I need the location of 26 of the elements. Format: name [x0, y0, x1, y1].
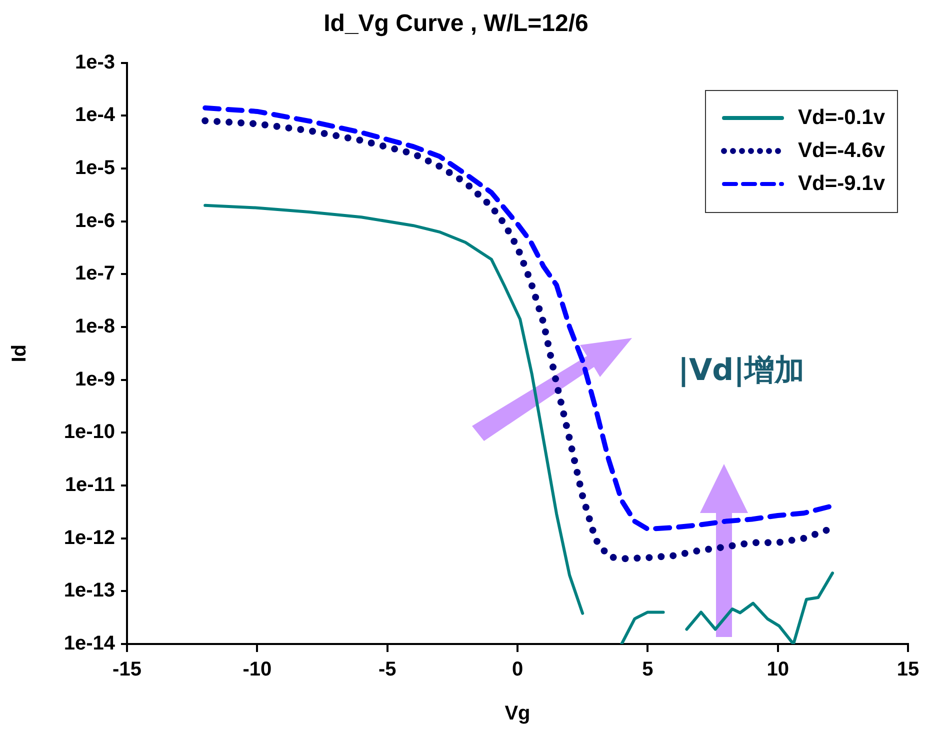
y-tick-label: 1e-6	[74, 210, 115, 232]
legend-label: Vd=-4.6v	[798, 138, 885, 162]
y-tick-label: 1e-3	[74, 51, 115, 74]
y-tick-label: 1e-9	[74, 368, 115, 390]
y-tick-label: 1e-5	[74, 156, 115, 179]
y-tick-label: 1e-8	[74, 315, 115, 338]
x-tick-label: -10	[242, 658, 272, 681]
y-tick-label: 1e-4	[74, 104, 116, 126]
legend-label: Vd=-9.1v	[798, 172, 885, 196]
x-tick-label: 5	[642, 658, 654, 681]
y-tick-label: 1e-10	[64, 421, 115, 444]
y-tick-label: 1e-12	[64, 526, 115, 549]
x-axis-title: Vg	[504, 702, 530, 725]
x-tick-label: -15	[112, 658, 142, 681]
y-tick-label: 1e-11	[64, 474, 115, 496]
x-tick-label: 10	[766, 658, 789, 681]
y-tick-label: 1e-7	[74, 262, 115, 285]
x-tick-label: -5	[378, 658, 396, 681]
y-axis-title: Id	[8, 344, 31, 362]
annotation: |Vd|增加	[678, 352, 805, 390]
chart-title: Id_Vg Curve , W/L=12/6	[324, 10, 588, 38]
legend-label: Vd=-0.1v	[798, 106, 885, 130]
x-tick-label: 0	[512, 658, 524, 681]
x-tick-label: 15	[896, 658, 920, 681]
y-tick-label: 1e-14	[64, 632, 116, 655]
y-tick-label: 1e-13	[64, 580, 115, 602]
